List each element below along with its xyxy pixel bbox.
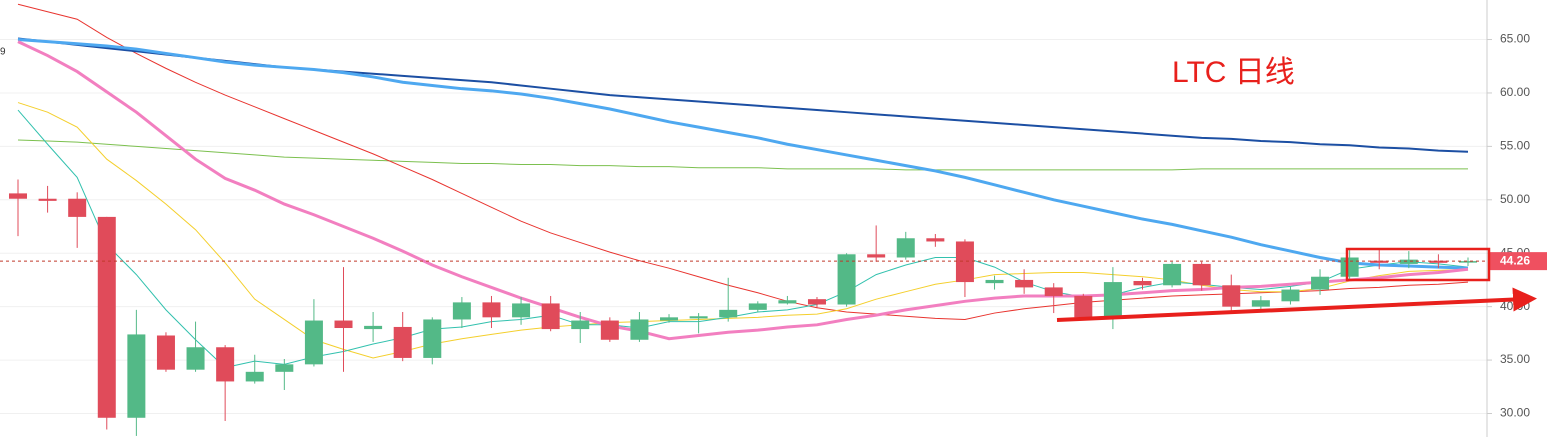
axis-labels: 30.0035.0040.0045.0050.0055.0060.0065.00… <box>1487 32 1547 420</box>
grid <box>0 39 1487 414</box>
candle-body <box>1311 276 1330 290</box>
candle-body <box>630 319 649 340</box>
candle-body <box>1044 287 1063 296</box>
candle-body <box>38 198 57 201</box>
moving-average-line <box>17 109 1469 369</box>
candle-body <box>127 334 146 418</box>
candle-body <box>1163 263 1182 286</box>
candle-body <box>719 309 738 318</box>
candle-body <box>1429 260 1448 263</box>
candle-body <box>364 325 383 330</box>
candle-body <box>1015 279 1034 288</box>
moving-average-line <box>17 38 1469 270</box>
moving-average-line <box>17 139 1468 171</box>
candle-body <box>423 319 442 358</box>
candle-body <box>689 316 708 319</box>
candle-body <box>9 193 27 199</box>
candle-body <box>1399 259 1418 264</box>
last-price-box <box>1489 252 1547 271</box>
candle-body <box>304 320 323 365</box>
y-tick-label: 60.00 <box>1500 85 1530 99</box>
candle-body <box>1251 300 1270 307</box>
candle-body <box>1074 295 1093 318</box>
candle-body <box>452 302 471 320</box>
candle-body <box>660 317 679 321</box>
candle-body <box>216 347 235 382</box>
trend-arrow <box>1056 287 1537 322</box>
moving-average-line <box>17 3 1469 320</box>
candle-body <box>1222 285 1241 307</box>
highlight-box <box>1345 247 1491 282</box>
candle-body <box>1133 281 1152 286</box>
last-price-label: 44.26 <box>1500 253 1530 267</box>
y-tick-label: 35.00 <box>1500 352 1530 366</box>
corner-text: 9 <box>0 47 6 58</box>
y-tick-label: 55.00 <box>1500 139 1530 153</box>
annotation: LTC 日线 <box>1172 56 1295 89</box>
candle-body <box>1103 282 1122 318</box>
candle-body <box>748 303 767 310</box>
plot <box>0 3 1487 436</box>
candle-body <box>778 300 797 304</box>
candle-body <box>1459 261 1477 263</box>
y-tick-label: 65.00 <box>1500 32 1530 46</box>
candle-body <box>393 326 412 358</box>
candle-body <box>985 279 1004 284</box>
candle-body <box>600 320 619 340</box>
candle-body <box>807 299 826 305</box>
candle-body <box>955 241 974 283</box>
candle-body <box>156 335 175 370</box>
candle-body <box>1370 260 1389 263</box>
candle-body <box>482 302 501 318</box>
candle-body <box>97 216 116 418</box>
candle-body <box>571 320 590 330</box>
candle-body <box>926 238 945 242</box>
candle-body <box>275 364 294 372</box>
candle-body <box>186 347 205 370</box>
candle-body <box>68 198 87 217</box>
candle-body <box>1192 263 1211 286</box>
candle-body <box>837 254 856 305</box>
candle-body <box>512 303 531 318</box>
candle-body <box>541 303 560 330</box>
candle-body <box>1281 289 1300 302</box>
candle-body <box>245 371 264 382</box>
y-tick-label: 50.00 <box>1500 192 1530 206</box>
candle-body <box>334 320 353 329</box>
candle-body <box>1340 257 1359 277</box>
candle-body <box>867 254 886 258</box>
candle-body <box>896 238 915 258</box>
y-tick-label: 30.00 <box>1500 406 1530 420</box>
